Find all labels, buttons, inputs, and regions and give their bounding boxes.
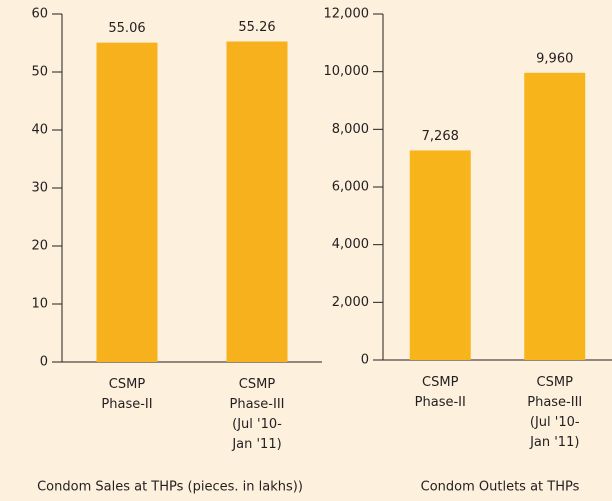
y-tick-label: 20 [31,239,48,254]
y-tick-label: 4,000 [332,237,369,252]
x-tick-label: CSMP Phase-II [415,375,466,410]
x-tick-label: CSMP Phase-III (Jul '10-Jan '11) [229,377,284,452]
y-tick-label: 50 [31,65,48,80]
y-tick-label: 40 [31,123,48,138]
bar [226,41,288,362]
value-label: 55.06 [108,21,145,36]
chart-title: Condom Sales at THPs (pieces. in lakhs)) [37,480,303,495]
bar [409,150,471,360]
bar [96,42,158,362]
bar [524,72,586,360]
y-tick-label: 10 [31,297,48,312]
value-label: 7,268 [422,129,459,144]
x-tick-label: CSMP Phase-III (Jul '10-Jan '11) [527,375,582,450]
y-tick-label: 6,000 [332,180,369,195]
y-tick-label: 2,000 [332,295,369,310]
y-tick-label: 8,000 [332,122,369,137]
x-tick-label: CSMP Phase-II [101,377,152,412]
chart-title: Condom Outlets at THPs [421,480,580,495]
y-tick-label: 0 [40,355,48,370]
value-label: 9,960 [536,51,573,66]
y-tick-label: 10,000 [324,64,370,79]
y-tick-label: 60 [31,7,48,22]
y-tick-label: 0 [361,353,369,368]
y-tick-label: 30 [31,181,48,196]
value-label: 55.26 [238,20,275,35]
y-tick-label: 12,000 [324,7,370,22]
